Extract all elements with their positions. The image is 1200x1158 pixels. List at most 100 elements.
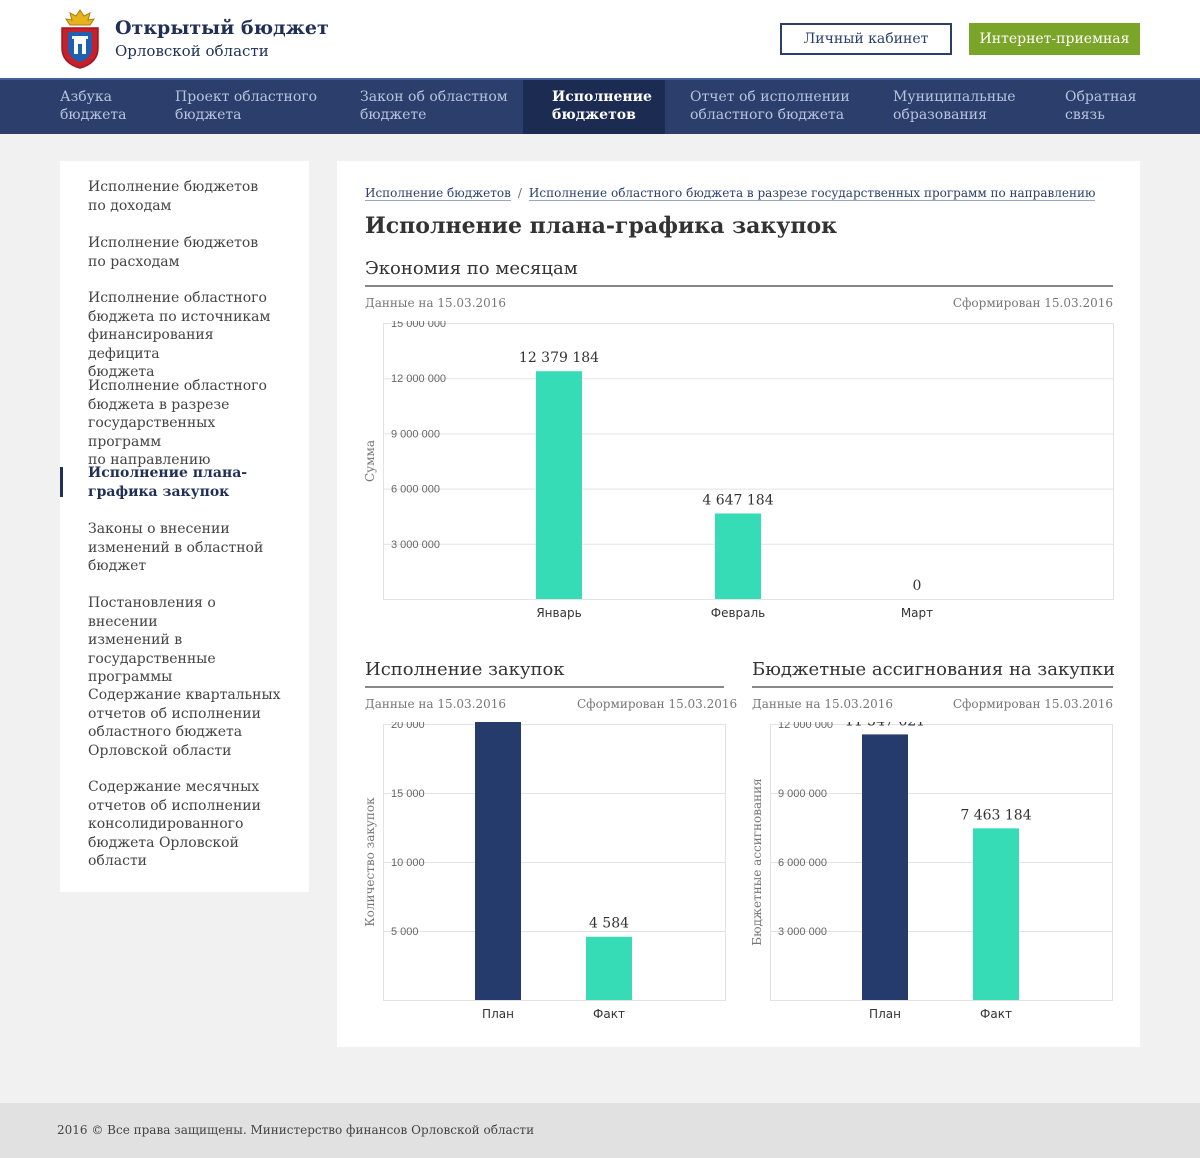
sidebar-item-label: государственные: [88, 650, 216, 667]
nav-item-budget-abc[interactable]: Азбука бюджета: [60, 80, 160, 134]
sidebar-item-label: Постановления о внесении: [88, 595, 216, 630]
nav-item-municipalities[interactable]: Муниципальные образования: [893, 80, 1043, 134]
sidebar-item-program-resolutions[interactable]: Постановления о внесении изменений в гос…: [88, 594, 288, 687]
y-tick-label: 6 000 000: [391, 484, 440, 496]
data-date-label: Данные на 15.03.2016: [365, 296, 507, 310]
purchases-bar-chart: 5 000 10 000 15 000 20 000 Количество закупо…: [365, 722, 727, 1022]
nav-item-feedback[interactable]: Обратная связь: [1065, 80, 1155, 134]
internet-reception-button[interactable]: Интернет-приемная: [969, 23, 1140, 55]
nav-item-label: Закон об областном: [360, 89, 508, 105]
x-category-label: Январь: [536, 606, 581, 620]
sidebar-item-label: Содержание месячных: [88, 779, 260, 795]
sidebar-item-label: Законы о внесении: [88, 521, 230, 537]
nav-item-label: областного бюджета: [690, 107, 845, 123]
nav-item-budget-draft[interactable]: Проект областного бюджета: [175, 80, 335, 134]
bar: [475, 722, 521, 1000]
main-nav: Азбука бюджета Проект областного бюджета…: [0, 78, 1200, 134]
nav-item-label: Проект областного: [175, 89, 318, 105]
y-tick-label: 3 000 000: [391, 539, 440, 551]
brand-title[interactable]: Открытый бюджет: [115, 17, 329, 39]
sidebar-item-budget-amendments[interactable]: Законы о внесении изменений в областной …: [88, 520, 288, 576]
sidebar-item-label: бюджет: [88, 558, 147, 574]
y-tick-label: 3 000 000: [778, 926, 827, 938]
main-content: Исполнение бюджетов / Исполнение областног…: [337, 161, 1140, 1047]
sidebar-item-label: области: [88, 853, 148, 869]
y-tick-label: 12 000 000: [778, 722, 833, 731]
x-category-label: Факт: [593, 1007, 625, 1021]
bar-value-label: 4 647 184: [702, 492, 773, 508]
y-tick-label: 9 000 000: [778, 788, 827, 800]
sidebar-item-label: бюджета по источникам: [88, 308, 271, 325]
savings-bar-chart: 3 000 000 6 000 000 9 000 000 12 000 000 15 …: [365, 321, 1115, 621]
site-header: Открытый бюджет Орловской области Личный…: [0, 0, 1200, 78]
nav-item-budget-execution[interactable]: Исполнение бюджетов: [523, 80, 665, 134]
sidebar-item-monthly-reports[interactable]: Содержание месячных отчетов об исполнени…: [88, 778, 288, 871]
breadcrumb-link-budget-execution[interactable]: Исполнение бюджетов: [365, 186, 511, 201]
nav-item-label: образования: [893, 107, 987, 123]
sidebar-item-label: по расходам: [88, 253, 180, 270]
bar-value-label: 4 584: [589, 916, 629, 932]
nav-item-label: Муниципальные: [893, 89, 1016, 105]
y-tick-label: 15 000: [391, 788, 425, 800]
y-axis-label: Сумма: [365, 440, 377, 482]
formed-date-label: Сформирован 15.03.2016: [952, 296, 1113, 310]
bar-value-label: 0: [913, 578, 922, 594]
x-category-label: План: [869, 1007, 901, 1021]
sidebar-item-label: программы: [88, 669, 173, 685]
nav-item-label: Отчет об исполнении: [690, 89, 850, 105]
sidebar-item-label: бюджета Орловской: [88, 834, 239, 851]
sidebar-item-revenue-execution[interactable]: Исполнение бюджетов по доходам: [88, 178, 288, 215]
y-tick-label: 12 000 000: [391, 373, 446, 385]
personal-cabinet-button[interactable]: Личный кабинет: [780, 23, 952, 55]
breadcrumb-link-state-programs[interactable]: Исполнение областного бюджета в разрезе …: [528, 186, 1096, 201]
sidebar-item-label: консолидированного: [88, 816, 244, 832]
site-footer: 2016 © Все права защищены. Министерство …: [0, 1103, 1200, 1158]
sidebar-item-label: изменений в: [88, 632, 183, 648]
sidebar-item-state-programs[interactable]: Исполнение областного бюджета в разрезе …: [88, 377, 288, 470]
page-title: Исполнение плана-графика закупок: [365, 213, 838, 239]
nav-item-label: Исполнение: [552, 89, 652, 105]
bar: [862, 734, 908, 1000]
y-tick-label: 9 000 000: [391, 428, 440, 440]
sidebar-item-label: графика закупок: [88, 483, 230, 500]
section-divider: [365, 285, 1113, 287]
bar: [536, 371, 582, 599]
sidebar-item-label: бюджета в разрезе: [88, 396, 230, 413]
sidebar-item-deficit-financing[interactable]: Исполнение областного бюджета по источни…: [88, 289, 288, 382]
sidebar: Исполнение бюджетов по доходам Исполнени…: [60, 161, 309, 892]
sidebar-item-label: Орловской области: [88, 742, 232, 759]
bar-value-label: 7 463 184: [960, 807, 1031, 823]
sidebar-item-label: изменений в областной: [88, 539, 264, 556]
sidebar-item-quarterly-reports[interactable]: Содержание квартальных отчетов об исполн…: [88, 686, 288, 760]
sidebar-item-procurement-plan[interactable]: Исполнение плана- графика закупок: [88, 464, 288, 501]
x-category-label: Факт: [980, 1007, 1012, 1021]
y-tick-label: 6 000 000: [778, 857, 827, 869]
x-category-label: План: [482, 1007, 514, 1021]
sidebar-item-label: отчетов об исполнении: [88, 797, 261, 814]
sidebar-item-label: финансирования дефицита: [88, 327, 214, 362]
sidebar-item-label: Исполнение бюджетов: [88, 235, 259, 251]
bar-value-label: 11 547 621: [845, 722, 925, 729]
allocations-bar-chart: 3 000 000 6 000 000 9 000 000 12 000 000 Бюд…: [752, 722, 1114, 1022]
nav-item-execution-report[interactable]: Отчет об исполнении областного бюджета: [690, 80, 870, 134]
data-date-label: Данные на 15.03.2016: [365, 697, 507, 711]
bar: [715, 513, 761, 599]
y-axis-label: Бюджетные ассигнования: [752, 778, 764, 945]
y-axis-label: Количество закупок: [365, 797, 377, 927]
brand-subtitle: Орловской области: [115, 42, 269, 60]
section-divider: [365, 686, 724, 688]
bar-value-label: 12 379 184: [519, 350, 599, 366]
data-date-label: Данные на 15.03.2016: [752, 697, 894, 711]
nav-item-budget-law[interactable]: Закон об областном бюджете: [360, 80, 520, 134]
section-divider: [752, 686, 1113, 688]
y-tick-label: 10 000: [391, 857, 425, 869]
sidebar-item-label: Исполнение областного: [88, 290, 267, 306]
section-title-savings: Экономия по месяцам: [365, 258, 578, 279]
coat-of-arms-logo[interactable]: [58, 8, 102, 70]
sidebar-item-expense-execution[interactable]: Исполнение бюджетов по расходам: [88, 234, 288, 271]
sidebar-item-label: отчетов об исполнении: [88, 705, 261, 722]
chart-svg: 3 000 000 6 000 000 9 000 000 12 000 000 Бюд…: [752, 722, 1113, 1021]
sidebar-item-label: областного бюджета: [88, 724, 243, 740]
sidebar-active-marker: [60, 467, 63, 497]
nav-item-label: бюджета: [60, 107, 127, 123]
